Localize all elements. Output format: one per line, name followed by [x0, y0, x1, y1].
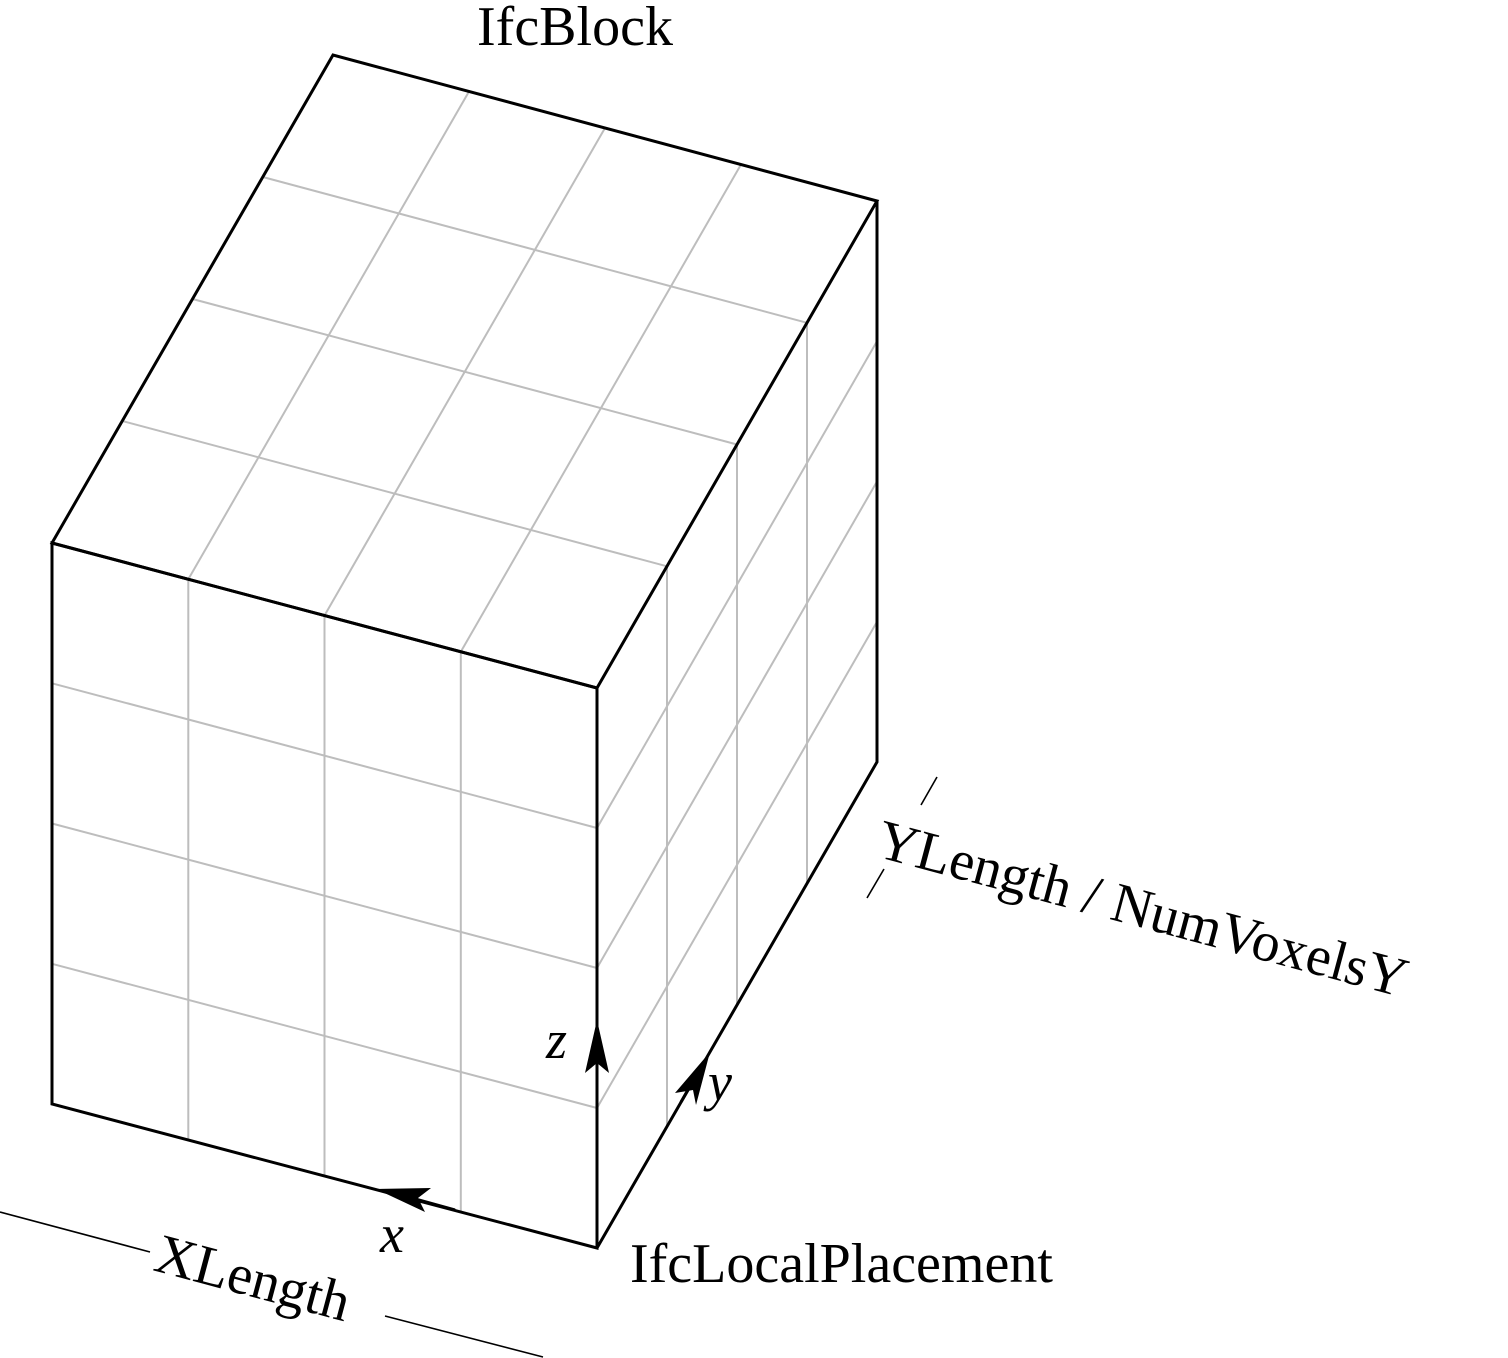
z-axis-arrow: [585, 1020, 609, 1073]
front-grid-line: [51, 682, 598, 829]
origin-label: IfcLocalPlacement: [630, 1233, 1053, 1295]
x-axis-arrow: [376, 1188, 456, 1212]
top-grid-line: [122, 420, 668, 568]
xlength-dimension-line: [0, 1211, 544, 1358]
y-axis-label: y: [703, 1052, 732, 1112]
front-grid-line: [51, 962, 598, 1109]
right-grid-line: [596, 621, 878, 1109]
top-grid-line: [192, 298, 738, 446]
ylength-label: YLength / NumVoxelsY: [871, 809, 1415, 1010]
y-axis-arrow: [675, 1052, 710, 1105]
top-grid-line: [262, 176, 808, 324]
xlength-label: XLength: [149, 1223, 357, 1334]
ylength-dimension-ticks: [866, 776, 938, 899]
diagram-title: IfcBlock: [477, 0, 673, 58]
x-axis-label: x: [379, 1204, 404, 1264]
top-face-grid: [122, 91, 808, 653]
block-outline: [49, 53, 880, 1250]
front-face-grid: [51, 579, 598, 1212]
right-grid-line: [596, 340, 878, 829]
right-face-grid: [596, 322, 878, 1127]
z-axis-label: z: [545, 1010, 567, 1070]
right-grid-line: [596, 481, 878, 969]
front-grid-line: [51, 822, 598, 969]
